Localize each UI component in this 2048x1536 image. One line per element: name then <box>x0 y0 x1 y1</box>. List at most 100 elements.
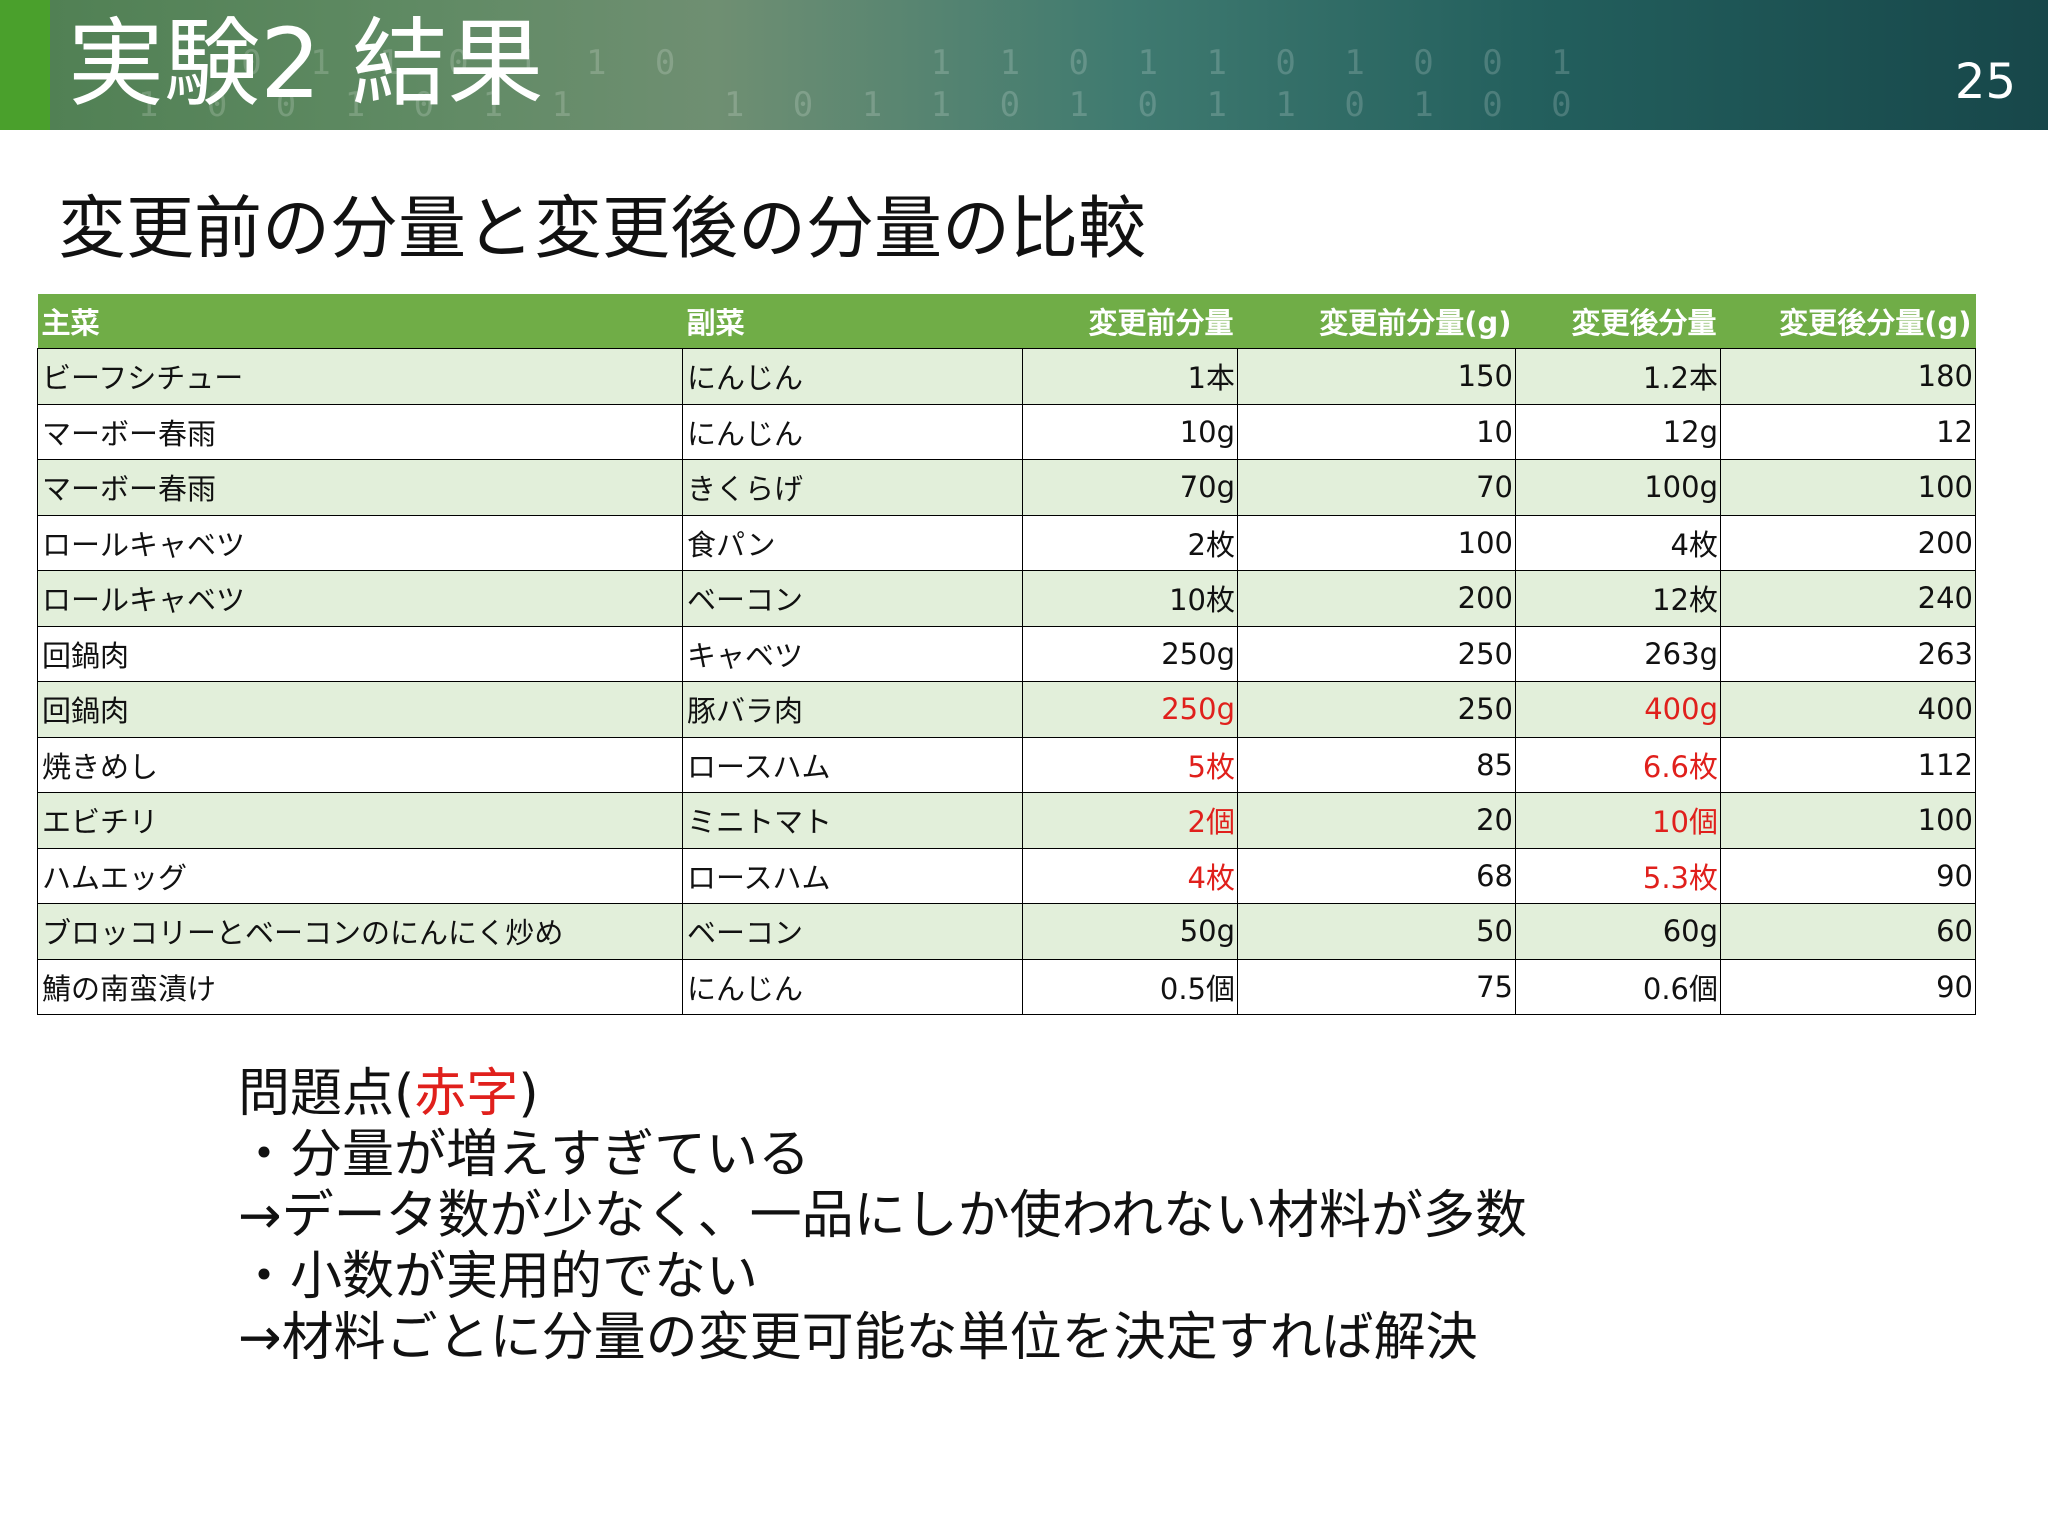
cell-after-grams: 263 <box>1720 625 1976 682</box>
cell-main-dish: 鯖の南蛮漬け <box>37 958 683 1015</box>
cell-after-grams: 90 <box>1720 958 1976 1015</box>
table-row: ロールキャベツ 食パン 2枚 100 4枚 200 <box>37 514 1976 571</box>
table-row: 焼きめし ロースハム 5枚 85 6.6枚 112 <box>37 736 1976 793</box>
cell-before-grams: 85 <box>1237 736 1516 793</box>
table-row: エビチリ ミニトマト 2個 20 10個 100 <box>37 792 1976 849</box>
slide-title: 実験2 結果 <box>68 8 544 120</box>
cell-main-dish: ブロッコリーとベーコンのにんにく炒め <box>37 903 683 960</box>
cell-side-dish: ロースハム <box>682 736 1023 793</box>
problem-notes: 問題点(赤字) ・分量が増えすぎている →データ数が少なく、一品にしか使われない… <box>238 1064 1527 1369</box>
column-header-after-amount: 変更後分量 <box>1515 294 1721 349</box>
notes-heading-suffix: ) <box>518 1064 539 1124</box>
notes-heading-red-text: 赤字 <box>414 1064 519 1124</box>
cell-before-amount: 250g <box>1022 625 1238 682</box>
cell-before-grams: 50 <box>1237 903 1516 960</box>
binary-background-pattern: 0 1 1 0 1 1 0 1 1 0 1 1 0 1 0 0 1 1 0 0 … <box>137 43 1586 130</box>
cell-before-amount: 250g <box>1022 681 1238 738</box>
cell-after-amount: 100g <box>1515 459 1721 516</box>
notes-heading-prefix: 問題点( <box>238 1064 415 1124</box>
cell-after-grams: 240 <box>1720 570 1976 627</box>
banner-accent-bar <box>0 0 50 130</box>
cell-after-grams: 100 <box>1720 792 1976 849</box>
column-header-side-dish: 副菜 <box>682 294 1023 349</box>
cell-after-amount: 60g <box>1515 903 1721 960</box>
cell-main-dish: ハムエッグ <box>37 847 683 904</box>
cell-side-dish: 食パン <box>682 514 1023 571</box>
note-line: ・小数が実用的でない <box>238 1247 759 1307</box>
quantity-comparison-table: 主菜 副菜 変更前分量 変更前分量(g) 変更後分量 変更後分量(g) ビーフシ… <box>37 294 1976 1015</box>
table-header-row: 主菜 副菜 変更前分量 変更前分量(g) 変更後分量 変更後分量(g) <box>37 294 1976 349</box>
cell-after-amount: 400g <box>1515 681 1721 738</box>
cell-before-amount: 4枚 <box>1022 847 1238 904</box>
cell-main-dish: エビチリ <box>37 792 683 849</box>
cell-after-amount: 263g <box>1515 625 1721 682</box>
cell-before-grams: 200 <box>1237 570 1516 627</box>
cell-side-dish: にんじん <box>682 403 1023 460</box>
cell-before-grams: 250 <box>1237 681 1516 738</box>
cell-after-grams: 60 <box>1720 903 1976 960</box>
table-row: 回鍋肉 豚バラ肉 250g 250 400g 400 <box>37 681 1976 738</box>
cell-before-amount: 0.5個 <box>1022 958 1238 1015</box>
cell-main-dish: 焼きめし <box>37 736 683 793</box>
cell-before-amount: 10g <box>1022 403 1238 460</box>
cell-before-grams: 250 <box>1237 625 1516 682</box>
cell-main-dish: マーボー春雨 <box>37 403 683 460</box>
cell-before-amount: 5枚 <box>1022 736 1238 793</box>
cell-after-grams: 90 <box>1720 847 1976 904</box>
cell-side-dish: 豚バラ肉 <box>682 681 1023 738</box>
cell-after-amount: 4枚 <box>1515 514 1721 571</box>
cell-after-grams: 100 <box>1720 459 1976 516</box>
cell-side-dish: ベーコン <box>682 570 1023 627</box>
cell-side-dish: キャベツ <box>682 625 1023 682</box>
cell-after-amount: 6.6枚 <box>1515 736 1721 793</box>
cell-after-grams: 400 <box>1720 681 1976 738</box>
cell-main-dish: 回鍋肉 <box>37 625 683 682</box>
cell-before-amount: 10枚 <box>1022 570 1238 627</box>
cell-main-dish: ビーフシチュー <box>37 348 683 405</box>
cell-before-amount: 2枚 <box>1022 514 1238 571</box>
cell-before-grams: 100 <box>1237 514 1516 571</box>
cell-before-grams: 70 <box>1237 459 1516 516</box>
cell-after-amount: 1.2本 <box>1515 348 1721 405</box>
column-header-main-dish: 主菜 <box>37 294 683 349</box>
cell-main-dish: ロールキャベツ <box>37 514 683 571</box>
note-line: →データ数が少なく、一品にしか使われない材料が多数 <box>238 1186 1527 1246</box>
cell-after-amount: 0.6個 <box>1515 958 1721 1015</box>
title-banner: 0 1 1 0 1 1 0 1 1 0 1 1 0 1 0 0 1 1 0 0 … <box>0 0 2048 130</box>
table-row: ビーフシチュー にんじん 1本 150 1.2本 180 <box>37 348 1976 405</box>
cell-side-dish: きくらげ <box>682 459 1023 516</box>
table-row: マーボー春雨 にんじん 10g 10 12g 12 <box>37 403 1976 460</box>
cell-side-dish: ベーコン <box>682 903 1023 960</box>
cell-side-dish: にんじん <box>682 348 1023 405</box>
cell-before-grams: 75 <box>1237 958 1516 1015</box>
table-row: 鯖の南蛮漬け にんじん 0.5個 75 0.6個 90 <box>37 958 1976 1015</box>
notes-heading: 問題点(赤字) <box>238 1064 1527 1125</box>
cell-main-dish: 回鍋肉 <box>37 681 683 738</box>
cell-side-dish: ロースハム <box>682 847 1023 904</box>
cell-after-amount: 10個 <box>1515 792 1721 849</box>
slide-number: 25 <box>1954 54 2016 110</box>
cell-after-amount: 5.3枚 <box>1515 847 1721 904</box>
cell-after-grams: 112 <box>1720 736 1976 793</box>
cell-after-grams: 180 <box>1720 348 1976 405</box>
cell-before-grams: 150 <box>1237 348 1516 405</box>
cell-before-amount: 50g <box>1022 903 1238 960</box>
cell-side-dish: ミニトマト <box>682 792 1023 849</box>
table-body: ビーフシチュー にんじん 1本 150 1.2本 180 マーボー春雨 にんじん 10g 10 12… <box>37 348 1976 1015</box>
cell-before-grams: 68 <box>1237 847 1516 904</box>
cell-before-grams: 10 <box>1237 403 1516 460</box>
table-row: ハムエッグ ロースハム 4枚 68 5.3枚 90 <box>37 847 1976 904</box>
cell-after-amount: 12g <box>1515 403 1721 460</box>
cell-before-amount: 70g <box>1022 459 1238 516</box>
table-row: ロールキャベツ ベーコン 10枚 200 12枚 240 <box>37 570 1976 627</box>
cell-side-dish: にんじん <box>682 958 1023 1015</box>
cell-after-grams: 12 <box>1720 403 1976 460</box>
note-line: →材料ごとに分量の変更可能な単位を決定すれば解決 <box>238 1308 1478 1368</box>
cell-after-amount: 12枚 <box>1515 570 1721 627</box>
table-row: ブロッコリーとベーコンのにんにく炒め ベーコン 50g 50 60g 60 <box>37 903 1976 960</box>
cell-after-grams: 200 <box>1720 514 1976 571</box>
column-header-after-grams: 変更後分量(g) <box>1720 294 1976 349</box>
slide-subtitle: 変更前の分量と変更後の分量の比較 <box>58 190 1147 269</box>
cell-before-amount: 1本 <box>1022 348 1238 405</box>
cell-before-amount: 2個 <box>1022 792 1238 849</box>
